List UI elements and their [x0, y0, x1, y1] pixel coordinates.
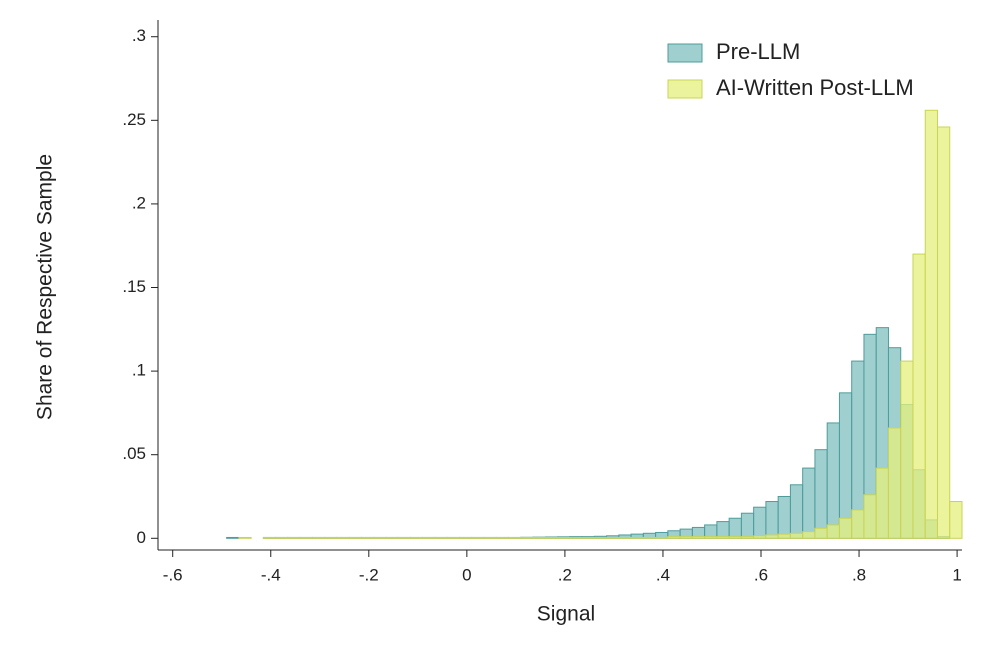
histogram-bar: [716, 536, 730, 539]
histogram-bar: [704, 536, 718, 539]
histogram-bar: [397, 536, 411, 539]
histogram-bar: [728, 517, 742, 539]
histogram-bar: [262, 536, 277, 539]
histogram-bar: [838, 392, 853, 539]
histogram-bar: [765, 501, 779, 539]
histogram-bar: [863, 494, 877, 539]
histogram-bar: [716, 521, 730, 539]
histogram-bar: [814, 449, 828, 539]
y-tick-label: .2: [132, 193, 146, 212]
histogram-bar: [618, 536, 632, 539]
histogram-bar: [348, 536, 362, 539]
histogram-bar: [434, 536, 448, 539]
histogram-bar: [740, 536, 755, 539]
histogram-bar: [655, 536, 669, 539]
x-tick-label: .4: [656, 565, 670, 584]
histogram-bar: [875, 467, 889, 539]
histogram-bar: [557, 536, 571, 539]
histogram-bar: [385, 536, 399, 539]
histogram-bar: [814, 527, 828, 539]
x-tick-label: .2: [558, 565, 572, 584]
histogram-bar: [299, 536, 313, 539]
histogram-bar: [765, 534, 779, 539]
histogram-bar: [802, 531, 816, 539]
y-tick-label: .1: [132, 361, 146, 380]
histogram-bar: [495, 536, 510, 539]
histogram-bar: [226, 536, 240, 539]
histogram-bar: [728, 536, 742, 539]
histogram-bar: [471, 536, 485, 539]
histogram-bar: [238, 536, 252, 539]
y-tick-label: .05: [122, 444, 146, 463]
histogram-bar: [949, 501, 963, 539]
histogram-bar: [789, 532, 804, 539]
histogram-bar: [802, 467, 816, 539]
histogram-bar: [422, 536, 436, 539]
histogram-bar: [409, 536, 424, 539]
legend-swatch: [667, 43, 703, 63]
histogram-bar: [606, 536, 620, 539]
y-tick-label: 0: [137, 528, 146, 547]
histogram-bar: [508, 536, 522, 539]
legend-swatch: [667, 79, 703, 99]
histogram-bar: [936, 126, 951, 539]
histogram-bar: [446, 536, 460, 539]
histogram-bar: [777, 495, 791, 539]
histogram-bar: [581, 536, 595, 539]
histogram-bar: [740, 512, 755, 539]
x-tick-label: .8: [852, 565, 866, 584]
histogram-bar: [520, 536, 534, 539]
x-tick-label: -.6: [163, 565, 183, 584]
legend-label: Pre-LLM: [716, 39, 800, 64]
histogram-bar: [336, 536, 350, 539]
histogram-bar: [275, 536, 289, 539]
histogram-bar: [753, 506, 767, 539]
histogram-bar: [630, 536, 644, 539]
histogram-bar: [324, 536, 338, 539]
histogram-bar: [593, 536, 608, 539]
y-axis-title: Share of Respective Sample: [34, 154, 57, 420]
y-tick-label: .3: [132, 26, 146, 45]
x-tick-label: -.4: [261, 565, 281, 584]
histogram-bar: [753, 535, 767, 539]
histogram-bar: [924, 109, 938, 539]
x-tick-label: .6: [754, 565, 768, 584]
histogram-bar: [691, 536, 706, 539]
histogram-bar: [900, 360, 914, 539]
x-axis-title: Signal: [537, 603, 595, 626]
histogram-bar: [826, 422, 840, 539]
histogram-bar: [826, 524, 840, 539]
x-tick-label: 1: [952, 565, 961, 584]
histogram-bar: [569, 536, 583, 539]
histogram-bar: [789, 484, 804, 539]
histogram-bar: [838, 517, 853, 539]
x-tick-label: -.2: [359, 565, 379, 584]
histogram-bar: [679, 536, 693, 539]
histogram-bar: [360, 536, 375, 539]
histogram-bar: [851, 509, 865, 539]
histogram-bar: [459, 536, 473, 539]
y-tick-label: .15: [122, 277, 146, 296]
histogram-bar: [642, 536, 657, 539]
histogram-bar: [532, 536, 546, 539]
x-tick-label: 0: [462, 565, 471, 584]
histogram-bar: [912, 253, 926, 539]
y-tick-label: .25: [122, 110, 146, 129]
legend-label: AI-Written Post-LLM: [716, 75, 914, 100]
histogram-bar: [373, 536, 387, 539]
histogram-bar: [311, 536, 326, 539]
histogram-bar: [777, 533, 791, 539]
histogram-bar: [887, 427, 902, 539]
histogram-bar: [544, 536, 559, 539]
histogram-bar: [483, 536, 497, 539]
histogram-bar: [287, 536, 301, 539]
histogram-bar: [667, 536, 681, 539]
